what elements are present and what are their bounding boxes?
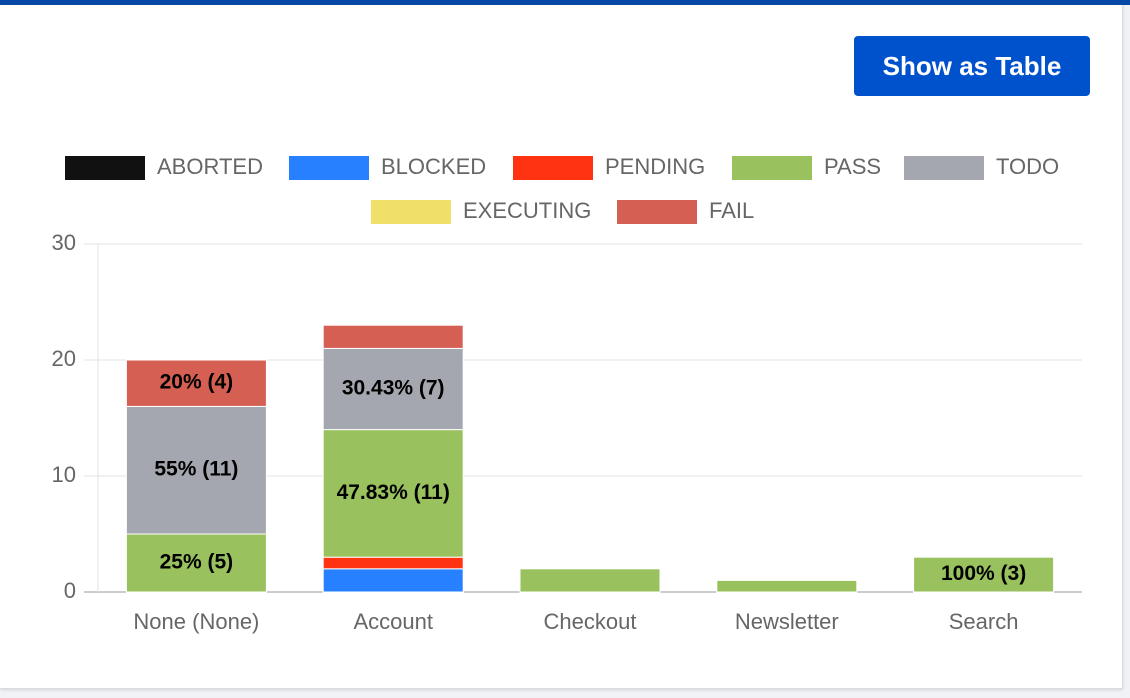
y-tick-label: 20	[52, 346, 76, 371]
legend-swatch	[513, 156, 593, 180]
legend-label: PASS	[824, 154, 881, 179]
y-tick-label: 0	[64, 578, 76, 603]
legend-swatch	[904, 156, 984, 180]
legend-label: ABORTED	[157, 154, 263, 179]
y-tick-label: 30	[52, 230, 76, 255]
bar-segment	[125, 533, 267, 593]
legend-label: FAIL	[709, 198, 754, 223]
legend-swatch	[617, 200, 697, 224]
value-label: 100% (3)	[941, 562, 1026, 585]
legend-label: PENDING	[605, 154, 705, 179]
legend-swatch	[732, 156, 812, 180]
value-label: 25% (5)	[160, 551, 234, 574]
bar-segment	[322, 556, 464, 570]
y-tick-label: 10	[52, 462, 76, 487]
show-as-table-button[interactable]: Show as Table	[854, 36, 1090, 96]
legend-label: BLOCKED	[381, 154, 486, 179]
x-tick-label: Newsletter	[735, 609, 839, 634]
bar-segment	[322, 347, 464, 431]
legend-swatch	[289, 156, 369, 180]
bar-segment	[125, 405, 267, 535]
top-bar	[0, 0, 1130, 5]
x-tick-label: Search	[949, 609, 1019, 634]
legend-swatch	[65, 156, 145, 180]
value-label: 30.43% (7)	[342, 377, 445, 400]
value-label: 47.83% (11)	[337, 481, 450, 504]
bar-segment	[913, 556, 1055, 593]
bar-segment	[125, 359, 267, 407]
x-tick-label: Account	[353, 609, 433, 634]
x-tick-label: Checkout	[544, 609, 637, 634]
bar-segment	[322, 429, 464, 558]
x-tick-label: None (None)	[133, 609, 259, 634]
bar-segment	[519, 568, 661, 593]
legend-swatch	[371, 200, 451, 224]
value-label: 20% (4)	[160, 371, 234, 394]
legend-label: TODO	[996, 154, 1059, 179]
value-label: 55% (11)	[154, 458, 238, 481]
bar-segment	[716, 579, 858, 593]
bar-segment	[322, 324, 464, 349]
legend-label: EXECUTING	[463, 198, 591, 223]
bar-segment	[322, 568, 464, 593]
